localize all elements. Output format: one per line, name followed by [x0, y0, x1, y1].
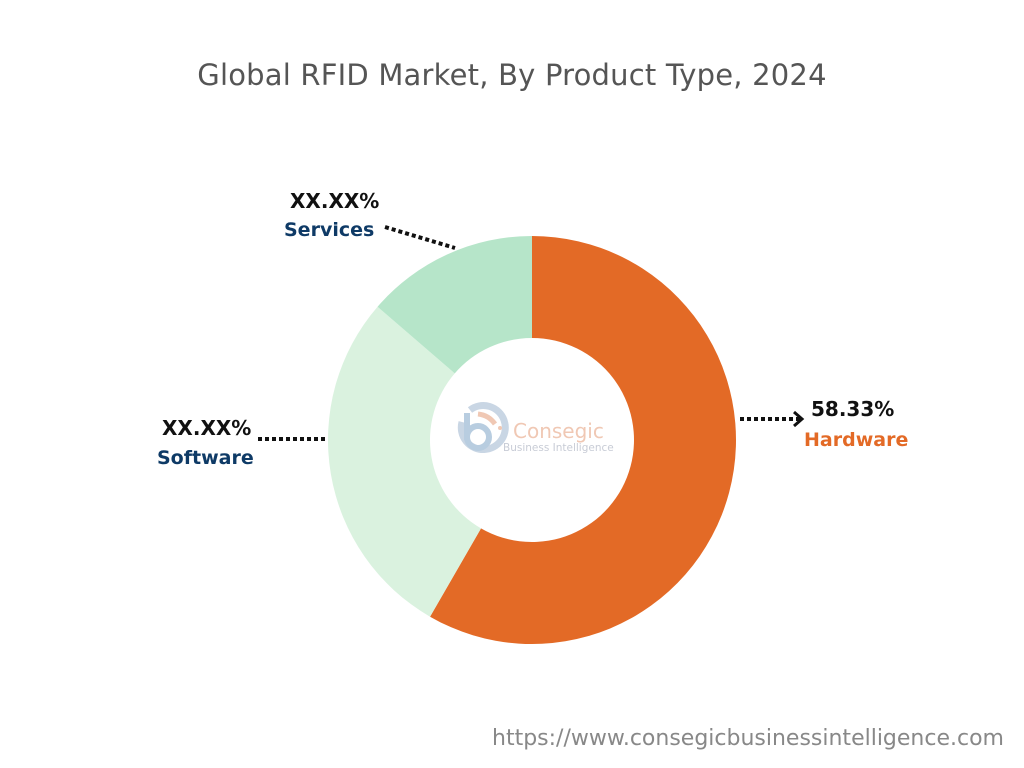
software-percent: XX.XX% — [162, 416, 252, 440]
services-leader-line — [384, 225, 456, 250]
hardware-label: Hardware — [804, 429, 909, 451]
watermark-line1: Consegic — [513, 419, 604, 443]
logo-icon — [457, 402, 509, 453]
hardware-percent: 58.33% — [811, 397, 895, 421]
software-label: Software — [157, 447, 254, 469]
services-label: Services — [284, 219, 375, 241]
slice-software — [327, 306, 482, 617]
hardware-arrow-icon — [793, 410, 805, 428]
slice-hardware — [430, 236, 736, 644]
services-percent: XX.XX% — [290, 189, 380, 213]
chart-title: Global RFID Market, By Product Type, 202… — [197, 58, 827, 92]
footer-url: https://www.consegicbusinessintelligence… — [492, 726, 1004, 751]
watermark-line2: Business Intelligence — [503, 442, 614, 454]
slice-services — [377, 236, 532, 374]
